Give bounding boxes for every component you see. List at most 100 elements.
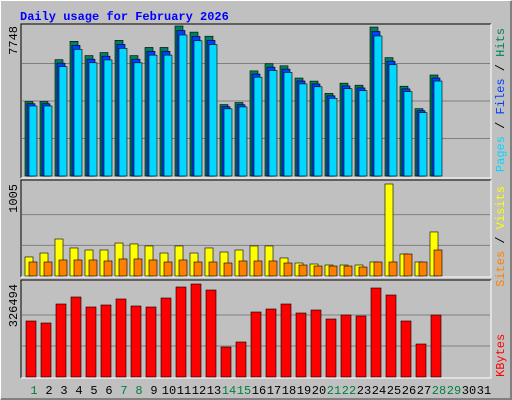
- bar: [268, 70, 278, 177]
- legend: Pages / Files / Hits: [494, 28, 508, 172]
- bar: [145, 306, 157, 378]
- legend-separator: /: [494, 229, 508, 251]
- bar: [373, 35, 383, 177]
- bar: [250, 311, 262, 378]
- bar: [388, 64, 398, 177]
- bar: [373, 261, 383, 277]
- x-tick-label: 24: [372, 384, 386, 398]
- bar: [193, 261, 203, 277]
- bar: [298, 83, 308, 177]
- x-tick-label: 26: [402, 384, 416, 398]
- x-tick-label: 19: [297, 384, 311, 398]
- x-tick-label: 2: [45, 384, 52, 398]
- x-tick-label: 30: [462, 384, 476, 398]
- panel-edge-dark: [20, 23, 491, 178]
- bar: [148, 54, 158, 177]
- bar: [295, 312, 307, 378]
- x-tick-label: 1: [30, 384, 37, 398]
- bar: [220, 346, 232, 378]
- bar: [58, 66, 68, 177]
- bar: [43, 261, 53, 277]
- bar: [178, 259, 188, 277]
- bar: [118, 48, 128, 177]
- bar: [433, 80, 443, 177]
- x-tick-label: 11: [177, 384, 191, 398]
- x-tick-label: 14: [222, 384, 236, 398]
- x-tick-label: 20: [312, 384, 326, 398]
- bar: [418, 112, 428, 177]
- bar: [403, 253, 413, 277]
- x-tick-label: 7: [120, 384, 127, 398]
- x-tick-label: 21: [327, 384, 341, 398]
- panel-edge-light: [21, 24, 492, 179]
- bar: [55, 303, 67, 378]
- x-tick-label: 23: [357, 384, 371, 398]
- bar: [118, 258, 128, 277]
- bar: [313, 86, 323, 177]
- bar: [385, 294, 397, 378]
- legend-entry: Hits: [494, 28, 508, 57]
- bar: [28, 261, 38, 277]
- bar: [235, 341, 247, 378]
- bar: [103, 260, 113, 277]
- panel-edge-light: [21, 280, 492, 379]
- bar: [223, 262, 233, 277]
- panel-edge-dark: [20, 279, 491, 378]
- bar: [205, 289, 217, 378]
- bar: [403, 91, 413, 177]
- bar: [415, 343, 427, 378]
- x-tick-label: 27: [417, 384, 431, 398]
- chart-title: Daily usage for February 2026: [20, 10, 229, 24]
- bar: [238, 106, 248, 177]
- legend-separator: /: [494, 114, 508, 136]
- bar: [103, 59, 113, 177]
- legend-entry: Pages: [494, 136, 508, 172]
- bar: [40, 322, 52, 378]
- bar: [310, 309, 322, 378]
- x-tick-label: 15: [237, 384, 251, 398]
- x-tick-label: 22: [342, 384, 356, 398]
- x-tick-label: 25: [387, 384, 401, 398]
- bar: [85, 306, 97, 378]
- x-tick-label: 12: [192, 384, 206, 398]
- legend-entry: Visits: [494, 186, 508, 229]
- bar: [70, 296, 82, 378]
- bar: [73, 259, 83, 277]
- bar: [343, 265, 353, 277]
- bar: [133, 62, 143, 177]
- bar: [265, 308, 277, 378]
- bar: [28, 105, 38, 177]
- x-tick-label: 13: [207, 384, 221, 398]
- bar: [430, 314, 442, 378]
- x-tick-label: 16: [252, 384, 266, 398]
- bar: [253, 260, 263, 277]
- bar: [370, 287, 382, 378]
- bar: [190, 283, 202, 378]
- bar: [433, 249, 443, 277]
- bar: [298, 264, 308, 277]
- bar: [343, 88, 353, 177]
- bar: [88, 62, 98, 177]
- x-tick-label: 10: [162, 384, 176, 398]
- legend-entry: Sites: [494, 251, 508, 287]
- legend-entry: Files: [494, 78, 508, 114]
- legend-entry: KBytes: [494, 334, 508, 377]
- bar: [130, 305, 142, 378]
- panel-edge-light: [21, 180, 492, 278]
- y-tick-label: 7748: [7, 26, 21, 55]
- x-tick-label: 31: [477, 384, 491, 398]
- bar: [148, 259, 158, 277]
- bar: [193, 40, 203, 177]
- bar: [280, 303, 292, 378]
- bar: [418, 261, 428, 277]
- bar: [133, 258, 143, 277]
- bar: [400, 320, 412, 378]
- x-tick-label: 4: [75, 384, 82, 398]
- x-tick-label: 29: [447, 384, 461, 398]
- bar: [208, 44, 218, 177]
- bar: [313, 265, 323, 277]
- bar: [358, 90, 368, 177]
- bar: [88, 259, 98, 277]
- bar: [283, 262, 293, 277]
